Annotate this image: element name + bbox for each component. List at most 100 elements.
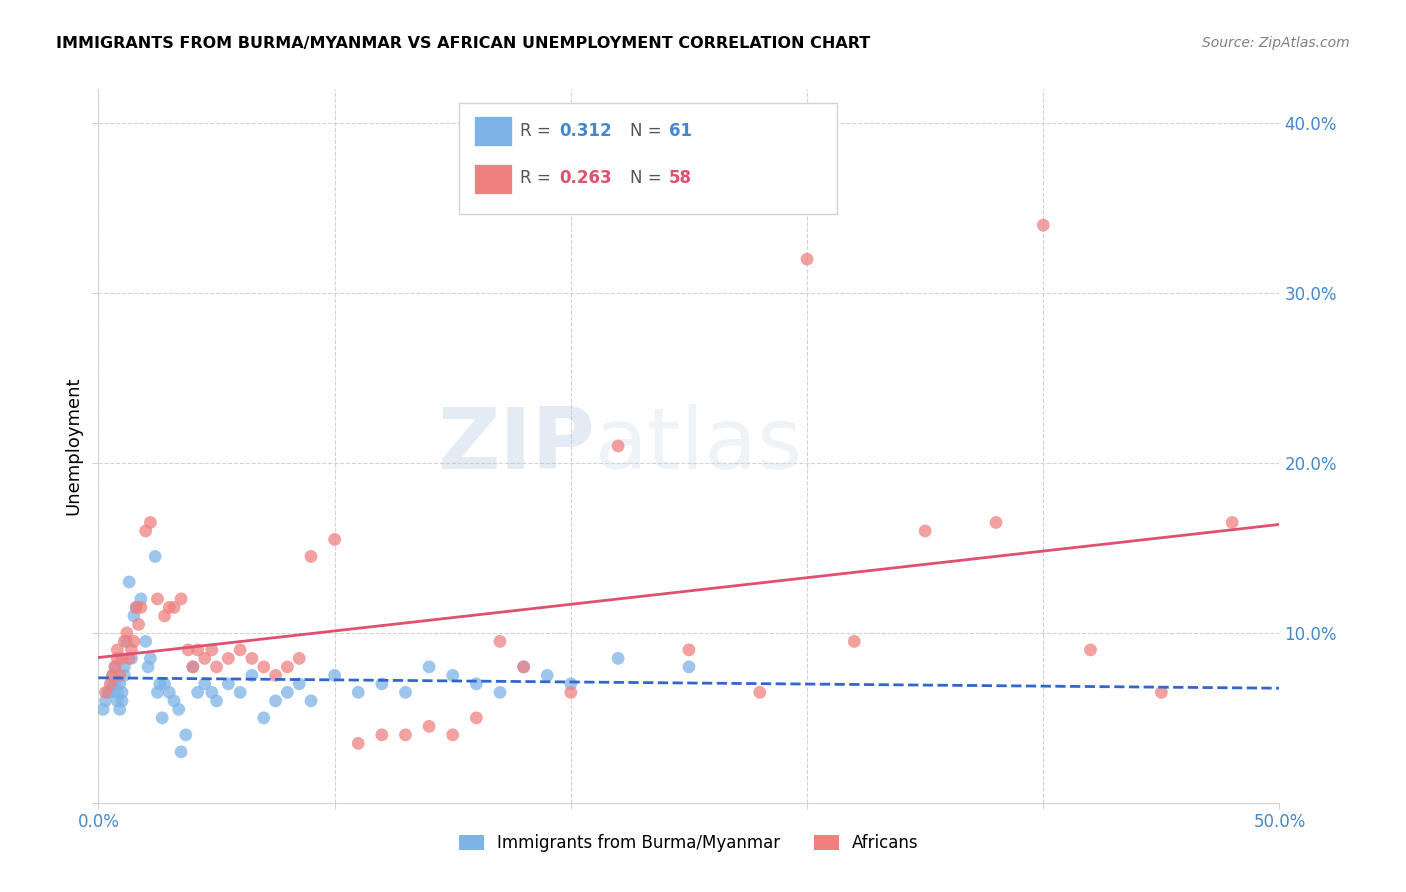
Point bbox=[121, 651, 143, 665]
FancyBboxPatch shape bbox=[474, 164, 512, 194]
Point bbox=[104, 660, 127, 674]
Text: 61: 61 bbox=[669, 121, 692, 139]
Point bbox=[418, 719, 440, 733]
Point bbox=[441, 668, 464, 682]
Point bbox=[112, 660, 135, 674]
Point bbox=[536, 668, 558, 682]
Point bbox=[607, 651, 630, 665]
Text: 0.263: 0.263 bbox=[560, 169, 612, 187]
Point bbox=[844, 634, 866, 648]
Point bbox=[170, 591, 193, 606]
Point bbox=[678, 660, 700, 674]
Point bbox=[111, 685, 134, 699]
Point bbox=[394, 728, 416, 742]
Point bbox=[101, 677, 124, 691]
Text: IMMIGRANTS FROM BURMA/MYANMAR VS AFRICAN UNEMPLOYMENT CORRELATION CHART: IMMIGRANTS FROM BURMA/MYANMAR VS AFRICAN… bbox=[56, 36, 870, 51]
Point bbox=[205, 694, 228, 708]
Point bbox=[187, 643, 209, 657]
Point bbox=[240, 651, 263, 665]
Point bbox=[112, 668, 135, 682]
Point bbox=[194, 677, 217, 691]
Point bbox=[101, 668, 124, 682]
Point bbox=[118, 651, 141, 665]
Point bbox=[135, 524, 157, 538]
Point bbox=[394, 685, 416, 699]
Point bbox=[105, 685, 128, 699]
Point bbox=[139, 516, 162, 530]
Point bbox=[253, 711, 276, 725]
Point bbox=[1150, 685, 1173, 699]
Text: 58: 58 bbox=[669, 169, 692, 187]
Point bbox=[299, 549, 322, 564]
Text: N =: N = bbox=[630, 169, 666, 187]
Point bbox=[217, 651, 239, 665]
Point bbox=[105, 651, 128, 665]
Point bbox=[163, 694, 186, 708]
Point bbox=[347, 685, 370, 699]
Text: Source: ZipAtlas.com: Source: ZipAtlas.com bbox=[1202, 36, 1350, 50]
Point bbox=[560, 685, 582, 699]
Point bbox=[441, 728, 464, 742]
Point bbox=[240, 668, 263, 682]
Point bbox=[205, 660, 228, 674]
Point bbox=[299, 694, 322, 708]
Point bbox=[264, 694, 287, 708]
Point bbox=[177, 643, 200, 657]
Point bbox=[94, 694, 117, 708]
Point bbox=[118, 574, 141, 589]
Point bbox=[201, 643, 224, 657]
Point bbox=[512, 660, 534, 674]
Point bbox=[157, 600, 180, 615]
Point bbox=[115, 626, 138, 640]
Text: atlas: atlas bbox=[595, 404, 803, 488]
Point bbox=[121, 643, 143, 657]
Point bbox=[347, 736, 370, 750]
Point bbox=[104, 660, 127, 674]
Point bbox=[128, 617, 150, 632]
Point bbox=[371, 677, 394, 691]
Point bbox=[1032, 218, 1054, 232]
Point bbox=[607, 439, 630, 453]
Point bbox=[153, 677, 176, 691]
Point bbox=[129, 591, 152, 606]
Point bbox=[108, 677, 131, 691]
Point bbox=[105, 694, 128, 708]
Text: N =: N = bbox=[630, 121, 666, 139]
Text: 0.312: 0.312 bbox=[560, 121, 612, 139]
Point bbox=[796, 252, 818, 266]
Point bbox=[111, 694, 134, 708]
Point bbox=[91, 702, 114, 716]
FancyBboxPatch shape bbox=[474, 116, 512, 146]
Point bbox=[125, 600, 148, 615]
Point bbox=[135, 634, 157, 648]
Point bbox=[146, 685, 169, 699]
Point bbox=[253, 660, 276, 674]
Point bbox=[418, 660, 440, 674]
Point bbox=[149, 677, 172, 691]
Point bbox=[115, 634, 138, 648]
Point bbox=[288, 677, 311, 691]
Point bbox=[136, 660, 159, 674]
Point bbox=[94, 685, 117, 699]
Point bbox=[678, 643, 700, 657]
Point bbox=[984, 516, 1007, 530]
Point bbox=[465, 677, 488, 691]
Point bbox=[323, 533, 346, 547]
Point bbox=[112, 634, 135, 648]
Point bbox=[371, 728, 394, 742]
Point bbox=[187, 685, 209, 699]
Point bbox=[101, 668, 124, 682]
Point bbox=[181, 660, 204, 674]
Point bbox=[748, 685, 770, 699]
Text: R =: R = bbox=[520, 169, 555, 187]
Point bbox=[170, 745, 193, 759]
Point bbox=[108, 702, 131, 716]
Point bbox=[97, 685, 120, 699]
Point bbox=[489, 634, 512, 648]
Point bbox=[1220, 516, 1243, 530]
Point bbox=[323, 668, 346, 682]
Point bbox=[108, 668, 131, 682]
Point bbox=[125, 600, 148, 615]
Point bbox=[914, 524, 936, 538]
Point bbox=[153, 608, 176, 623]
